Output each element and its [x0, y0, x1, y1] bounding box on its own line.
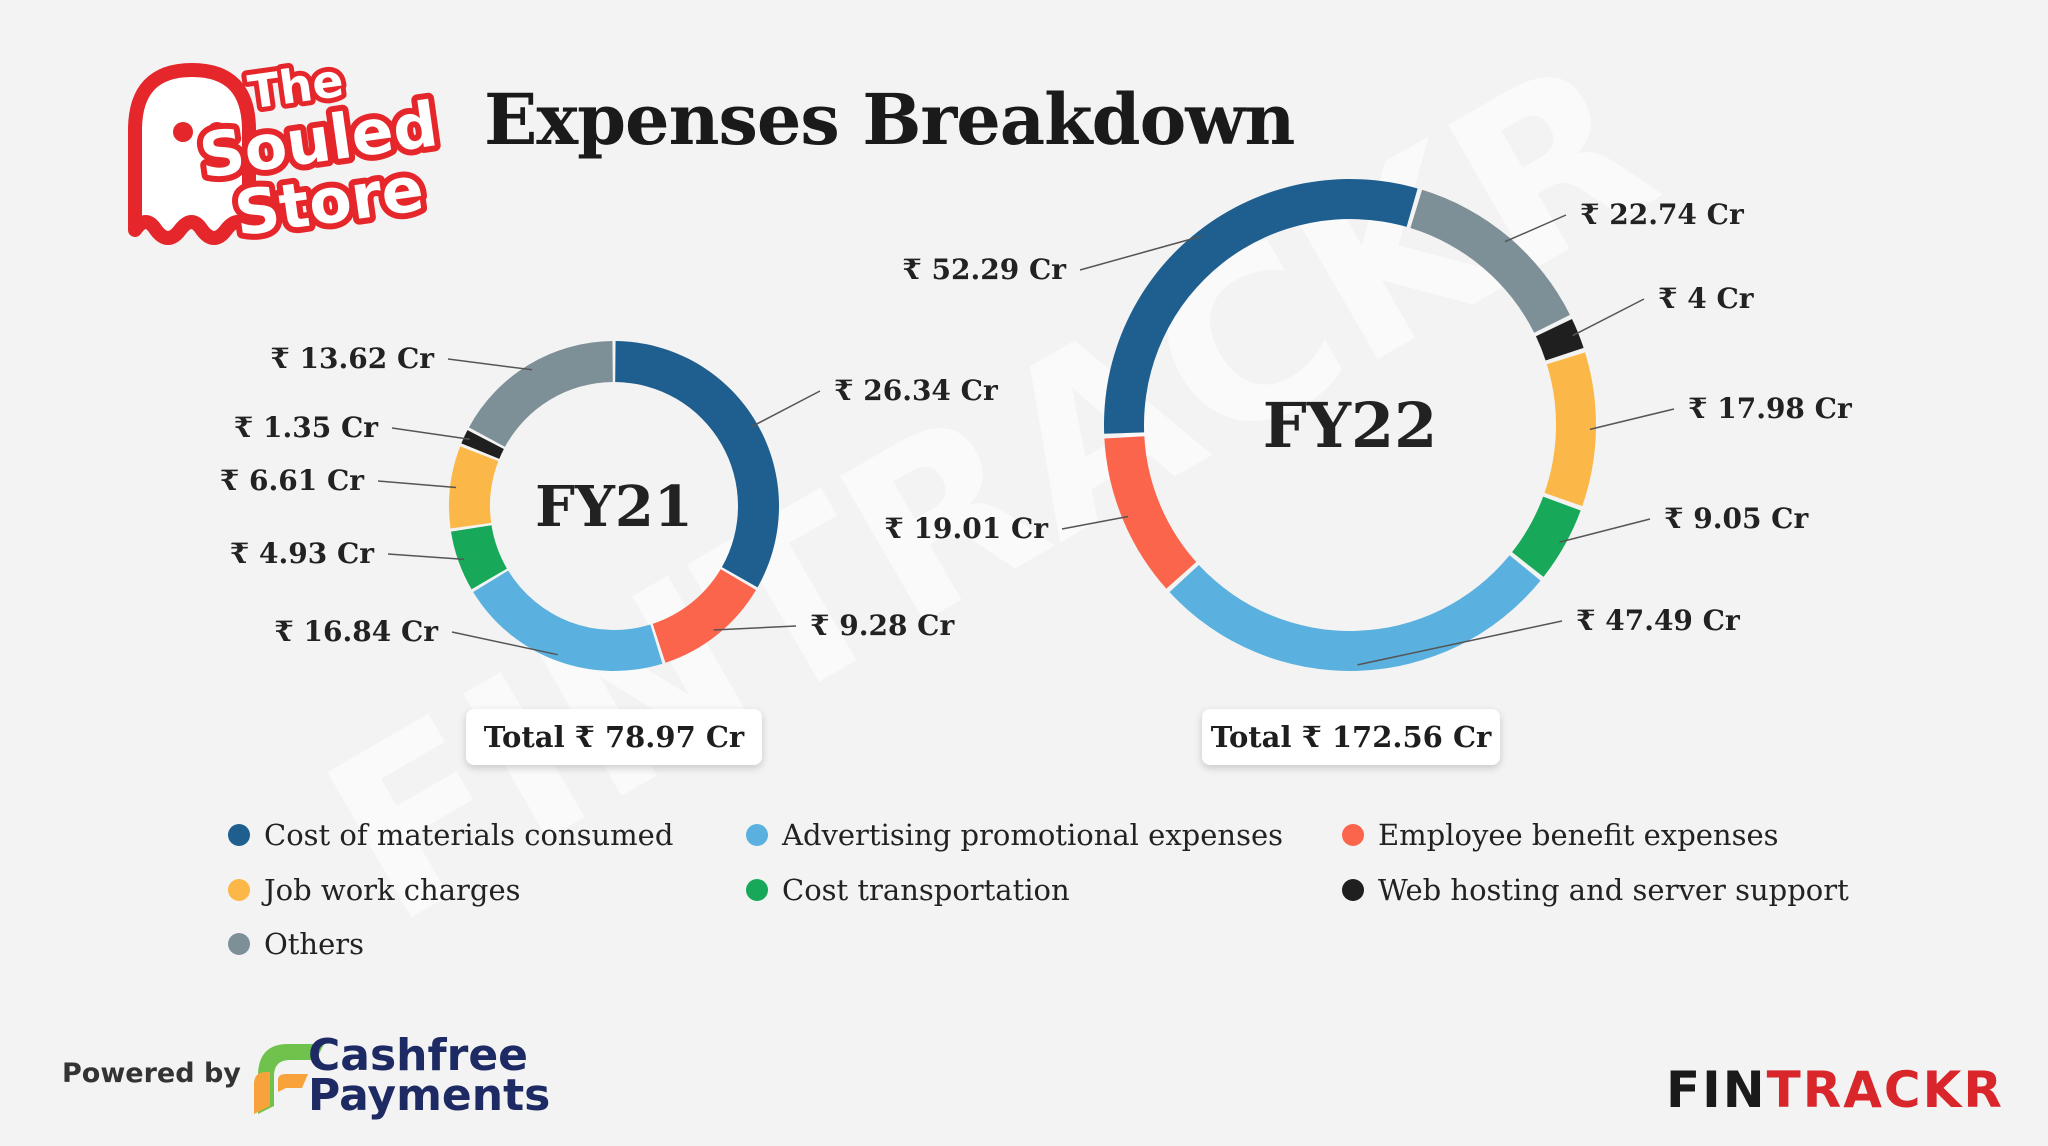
total-badge-fy22: Total ₹ 172.56 Cr	[1202, 709, 1500, 765]
legend-label: Cost of materials consumed	[264, 818, 674, 852]
slice-value-label: ₹ 22.74 Cr	[1580, 198, 1745, 231]
legend-item: Cost transportation	[746, 873, 1070, 907]
partner-name-line2: Payments	[308, 1070, 551, 1121]
legend-item: Cost of materials consumed	[228, 818, 673, 852]
slice-value-label: ₹ 19.01 Cr	[884, 512, 1049, 545]
slice-value-label: ₹ 9.28 Cr	[810, 609, 955, 642]
legend: Cost of materials consumed Advertising p…	[228, 818, 1868, 998]
donut-center-label: FY21	[535, 474, 693, 540]
leader-line	[447, 358, 533, 371]
slice-value-label: ₹ 13.62 Cr	[270, 342, 435, 375]
leader-line	[377, 480, 457, 489]
leader-line	[1572, 298, 1645, 337]
slice-value-label: ₹ 16.84 Cr	[274, 615, 439, 648]
slice-value-label: ₹ 9.05 Cr	[1664, 502, 1809, 535]
legend-swatch	[1342, 824, 1364, 846]
leader-line	[1589, 408, 1675, 431]
legend-label: Employee benefit expenses	[1378, 818, 1779, 852]
legend-item: Job work charges	[228, 873, 520, 907]
slice-value-label: ₹ 4 Cr	[1658, 282, 1755, 315]
legend-swatch	[228, 933, 250, 955]
legend-label: Job work charges	[264, 873, 521, 907]
donut-chart-fy22: ₹ 22.74 Cr ₹ 4 Cr ₹ 17.98 Cr ₹ 9.05 Cr ₹ 47.…	[884, 178, 1853, 671]
slice-value-label: ₹ 1.35 Cr	[234, 411, 379, 444]
donut-slice	[1535, 319, 1584, 361]
fintrackr-logo-part1: FIN	[1666, 1061, 1767, 1119]
slice-value-label: ₹ 6.61 Cr	[220, 464, 365, 497]
donut-slice	[448, 446, 499, 529]
legend-item: Others	[228, 927, 364, 961]
donut-slice	[461, 430, 504, 459]
partner-name-line1: Cashfree	[308, 1030, 529, 1081]
legend-swatch	[746, 879, 768, 901]
leader-line	[1504, 214, 1567, 243]
leader-line	[1079, 235, 1203, 271]
legend-label: Cost transportation	[782, 873, 1070, 907]
donut-slice	[652, 569, 756, 663]
donut-slice	[1104, 436, 1197, 589]
fintrackr-logo: FINTRACKR	[1666, 1060, 2004, 1120]
leader-line	[1061, 515, 1129, 530]
legend-swatch	[228, 879, 250, 901]
fintrackr-logo-part2: TRACKR	[1766, 1061, 2004, 1119]
donut-slice	[615, 341, 779, 588]
ghost-eye-icon	[207, 122, 227, 142]
legend-label: Advertising promotional expenses	[782, 818, 1284, 852]
leader-line	[1357, 620, 1563, 666]
legend-swatch	[1342, 879, 1364, 901]
slice-value-label: ₹ 17.98 Cr	[1688, 392, 1853, 425]
powered-by-label: Powered by	[62, 1058, 241, 1089]
leader-line	[713, 625, 797, 631]
leader-line	[391, 427, 470, 440]
legend-item: Web hosting and server support	[1342, 873, 1849, 907]
slice-value-label: ₹ 52.29 Cr	[902, 253, 1067, 286]
ghost-eye-icon	[173, 122, 193, 142]
legend-swatch	[746, 824, 768, 846]
ghost-mascot-icon	[128, 63, 256, 245]
donut-chart-fy21: ₹ 26.34 Cr ₹ 9.28 Cr ₹ 16.84 Cr ₹ 4.93 Cr ₹ …	[220, 341, 999, 671]
donut-slice	[468, 341, 613, 447]
donut-slice	[1410, 189, 1570, 333]
leader-line	[751, 390, 821, 428]
donut-slice	[450, 525, 507, 590]
cashfree-logo-icon	[254, 1044, 324, 1114]
slice-value-label: ₹ 26.34 Cr	[834, 374, 999, 407]
donut-slice	[1544, 352, 1596, 507]
leader-line	[1559, 518, 1651, 543]
donut-slice	[1104, 178, 1418, 434]
legend-swatch	[228, 824, 250, 846]
slice-value-label: ₹ 4.93 Cr	[230, 537, 375, 570]
donut-center-label: FY22	[1263, 389, 1438, 462]
total-badge-fy21: Total ₹ 78.97 Cr	[466, 709, 762, 765]
legend-item: Advertising promotional expenses	[746, 818, 1283, 852]
legend-item: Employee benefit expenses	[1342, 818, 1779, 852]
page-title: Expenses Breakdown	[484, 78, 1295, 161]
donut-slice	[473, 570, 663, 671]
slice-value-label: ₹ 47.49 Cr	[1576, 604, 1741, 637]
donut-slice	[1169, 555, 1541, 671]
legend-label: Web hosting and server support	[1378, 873, 1849, 907]
donut-slice	[1512, 496, 1581, 577]
leader-line	[451, 631, 558, 656]
souled-store-logo: The Souled Store	[128, 48, 448, 256]
leader-line	[387, 553, 465, 561]
legend-label: Others	[264, 927, 365, 961]
